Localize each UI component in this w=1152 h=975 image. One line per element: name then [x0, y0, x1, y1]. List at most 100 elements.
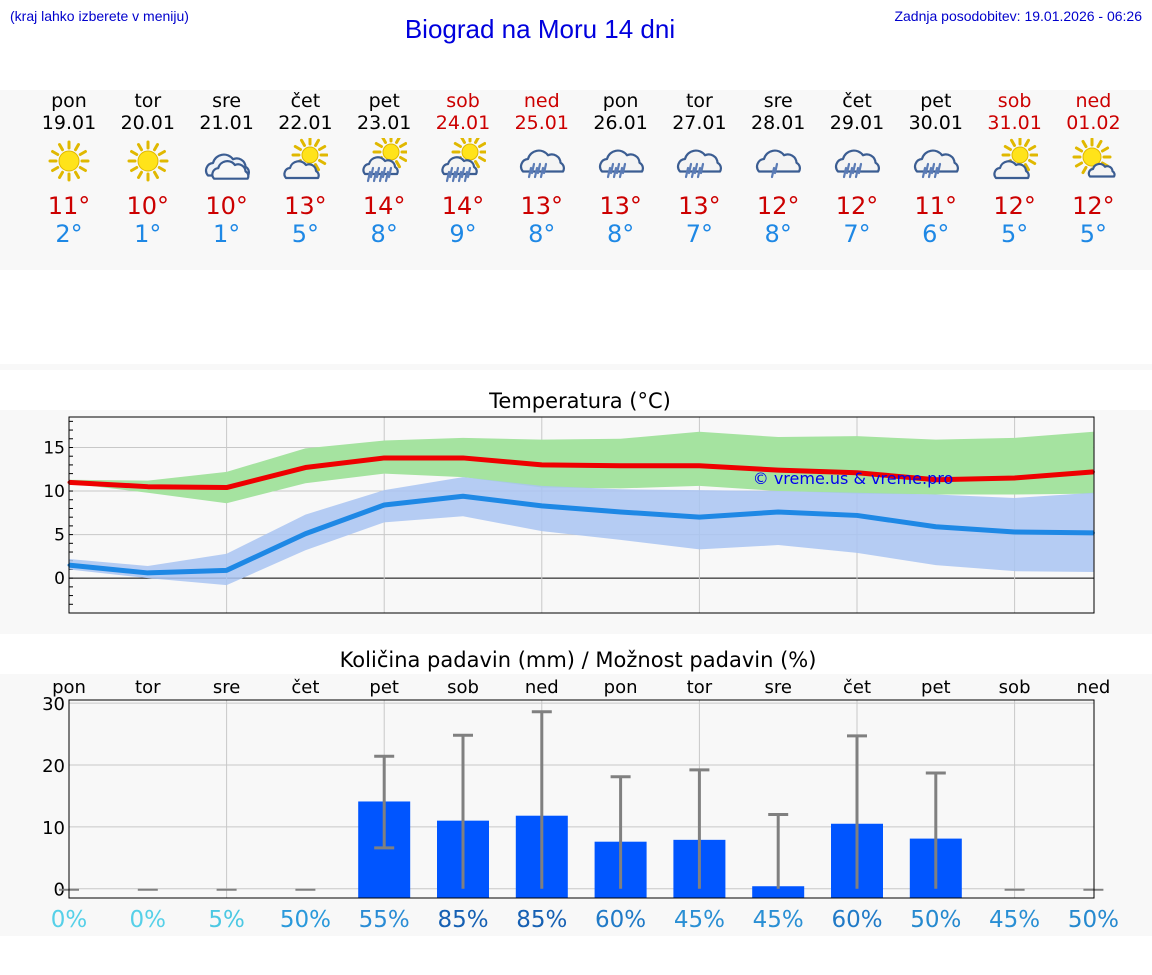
min-temperature-point: [540, 504, 544, 508]
day-date: 29.01: [829, 112, 885, 134]
category-label: sob: [999, 677, 1031, 698]
min-temperature: 1°: [212, 220, 241, 248]
min-temperature: 9°: [449, 220, 477, 248]
min-temperature: 2°: [55, 220, 83, 248]
day-date: 20.01: [120, 112, 175, 134]
max-temperature: 12°: [756, 192, 800, 220]
day-column: pon 26.01 13° 8°: [582, 90, 660, 248]
watermark: © vreme.us & vreme.pro: [753, 469, 954, 488]
precipitation-probability: 50%: [1068, 907, 1119, 933]
y-tick-label: 15: [43, 438, 65, 458]
max-temperature: 13°: [520, 192, 564, 220]
sun-cloud-rain-icon: [441, 138, 486, 183]
max-temperature-point: [146, 485, 150, 489]
min-temperature-point: [855, 513, 859, 517]
y-tick-label: 10: [43, 482, 65, 502]
day-name: ned: [1075, 90, 1112, 112]
day-column: tor 27.01 13° 7°: [660, 90, 738, 248]
cloud-rain-icon: [598, 149, 644, 179]
chart-title: Temperatura (°C): [488, 389, 671, 413]
max-temperature-point: [855, 471, 859, 475]
min-temperature: 7°: [685, 220, 714, 248]
min-temperature: 8°: [370, 220, 398, 248]
day-date: 28.01: [750, 112, 806, 134]
day-date: 27.01: [672, 112, 727, 134]
cloud-rain-icon: [913, 149, 959, 179]
day-column: sob 31.01 12° 5°: [976, 90, 1054, 248]
max-temperature: 13°: [599, 192, 642, 220]
max-temperature-point: [1013, 476, 1017, 480]
day-column: pon 19.01 11° 2°: [30, 90, 108, 248]
location-menu-hint[interactable]: (kraj lahko izberete v meniju): [10, 8, 189, 24]
precipitation-probability: 60%: [831, 907, 882, 933]
last-update-timestamp: Zadnja posodobitev: 19.01.2026 - 06:26: [894, 8, 1142, 24]
day-date: 31.01: [987, 112, 1042, 134]
day-name: tor: [134, 90, 162, 112]
page-title: Biograd na Moru 14 dni: [404, 14, 676, 44]
max-temperature: 11°: [47, 192, 91, 220]
max-temperature-point: [934, 478, 938, 482]
min-temperature-point: [1013, 530, 1017, 534]
day-name: čet: [842, 90, 872, 112]
cloud-light-rain-icon: [756, 149, 802, 179]
max-temperature-line: [68, 455, 1094, 491]
day-column: pet 30.01 11° 6°: [897, 90, 975, 248]
category-label: sre: [213, 677, 240, 698]
min-temperature: 5°: [291, 220, 320, 248]
min-temperature-range: [69, 477, 1094, 586]
min-temperature-point: [461, 494, 465, 498]
max-temperature-point: [776, 468, 780, 472]
min-temperature: 5°: [1000, 220, 1029, 248]
day-column: tor 20.01 10° 1°: [109, 90, 187, 248]
sun-icon: [127, 140, 169, 182]
day-date: 24.01: [435, 112, 491, 134]
category-label: sob: [447, 677, 479, 698]
category-label: tor: [135, 677, 161, 698]
sun-cloud-rain-icon: [362, 138, 408, 183]
day-name: sre: [212, 90, 242, 112]
day-name: sob: [446, 90, 480, 112]
max-temperature: 13°: [678, 192, 721, 220]
min-temperature-point: [619, 510, 623, 514]
day-name: ned: [523, 90, 560, 112]
day-name: sre: [763, 90, 793, 112]
day-column: sre 21.01 10° 1°: [188, 90, 266, 248]
min-temperature-point: [934, 525, 938, 529]
precipitation-probability: 85%: [516, 907, 567, 933]
day-column: ned 25.01 13° 8°: [503, 90, 581, 248]
max-temperature: 13°: [284, 192, 327, 220]
sun-cloud-icon: [992, 138, 1038, 180]
min-temperature: 8°: [606, 220, 635, 248]
day-column: sre 28.01 12° 8°: [739, 90, 817, 248]
day-date: 19.01: [41, 112, 97, 134]
day-column: sob 24.01 14° 9°: [424, 90, 502, 248]
max-temperature-point: [225, 486, 229, 490]
min-temperature-point: [303, 532, 307, 536]
max-temperature-point: [303, 466, 307, 470]
min-temperature-point: [697, 515, 701, 519]
min-temperature-point: [225, 568, 229, 572]
precipitation-probability: 0%: [130, 907, 167, 933]
min-temperature: 7°: [843, 220, 871, 248]
category-label: pet: [921, 677, 951, 698]
max-temperature-point: [697, 464, 701, 468]
category-label: pon: [52, 677, 86, 698]
min-temperature: 6°: [922, 220, 950, 248]
max-temperature-point: [540, 463, 544, 467]
precipitation-probability: 0%: [51, 907, 88, 933]
y-tick-label: 5: [54, 526, 65, 546]
temperature-chart: Temperatura (°C) 0 5 10 15 © vreme.us & vreme…: [43, 389, 1095, 614]
precipitation-bar: [752, 886, 805, 898]
forecast-strip-background: [0, 90, 1152, 270]
day-name: pet: [920, 90, 952, 112]
max-temperature: 10°: [126, 192, 170, 220]
precipitation-probability: 45%: [674, 907, 725, 933]
day-name: pon: [602, 90, 639, 112]
category-label: pon: [604, 677, 638, 698]
day-column: pet 23.01 14° 8°: [345, 90, 423, 248]
max-temperature: 12°: [993, 192, 1036, 220]
category-label: čet: [843, 677, 871, 698]
min-temperature: 8°: [528, 220, 556, 248]
precipitation-probability: 5%: [208, 907, 245, 933]
sun-cloud-icon: [283, 138, 329, 180]
